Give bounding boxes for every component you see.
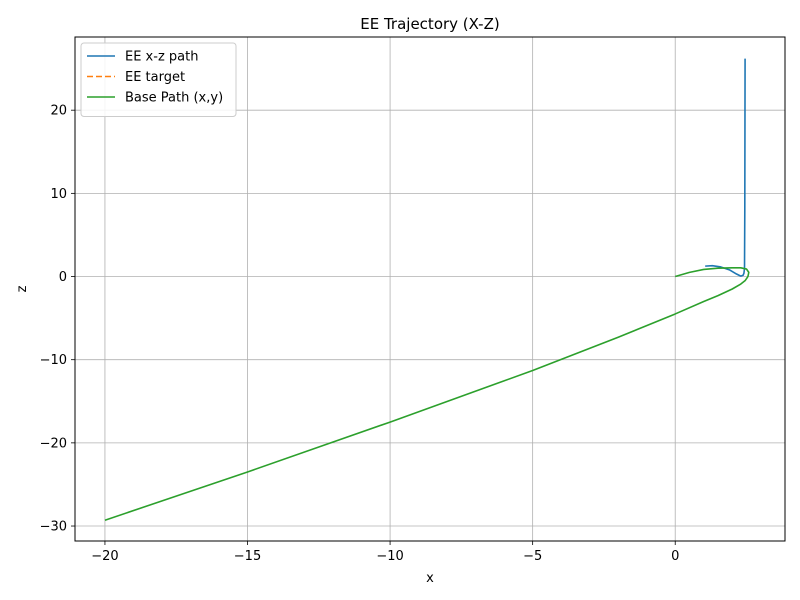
y-tick-label: −10: [40, 353, 67, 368]
x-tick-label: −5: [523, 549, 542, 564]
legend-box: [80, 42, 237, 117]
y-tick-label: −20: [40, 436, 67, 451]
legend-label-2: Base Path (x,y): [125, 91, 223, 106]
y-tick-label: 0: [59, 270, 67, 285]
y-ticks: −30 −20 −10 0 10 20: [40, 104, 75, 535]
x-tick-label: −15: [234, 549, 261, 564]
y-tick-label: −30: [40, 520, 67, 535]
x-tick-label: 0: [671, 549, 679, 564]
x-tick-label: −20: [91, 549, 118, 564]
plot-background: [75, 37, 785, 541]
legend: EE x-z path EE target Base Path (x,y): [80, 42, 237, 117]
series-line-0: [705, 58, 746, 277]
legend-label-0: EE x-z path: [125, 50, 198, 65]
series-layer: [104, 58, 750, 521]
x-tick-label: −10: [376, 549, 403, 564]
y-axis-label: z: [15, 285, 30, 292]
series-line-2: [104, 266, 750, 521]
y-tick-label: 20: [50, 104, 67, 119]
plot-frame: [74, 36, 786, 542]
grid: [75, 37, 785, 541]
x-ticks: −20 −15 −10 −5 0: [91, 541, 679, 564]
chart-title: EE Trajectory (X-Z): [360, 15, 499, 33]
legend-label-1: EE target: [125, 70, 185, 85]
y-tick-label: 10: [50, 187, 67, 202]
x-axis-label: x: [426, 571, 434, 586]
